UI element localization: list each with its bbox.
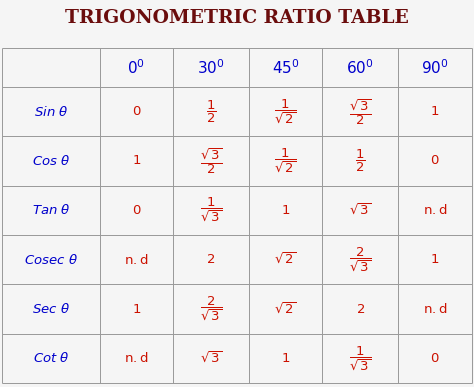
Text: $\mathit{Cosec}\ \theta$: $\mathit{Cosec}\ \theta$ [24, 253, 78, 267]
Text: $\dfrac{1}{\sqrt{3}}$: $\dfrac{1}{\sqrt{3}}$ [200, 196, 222, 224]
Text: $\mathit{Tan}\ \theta$: $\mathit{Tan}\ \theta$ [32, 203, 70, 217]
Text: $\sqrt{2}$: $\sqrt{2}$ [274, 252, 297, 267]
Text: $\mathit{Cot}\ \theta$: $\mathit{Cot}\ \theta$ [33, 351, 69, 365]
Text: $\mathrm{n.d}$: $\mathrm{n.d}$ [124, 351, 148, 365]
Text: TRIGONOMETRIC RATIO TABLE: TRIGONOMETRIC RATIO TABLE [65, 9, 409, 27]
Text: $\mathit{Sec}\ \theta$: $\mathit{Sec}\ \theta$ [32, 302, 70, 316]
Text: $0$: $0$ [430, 352, 440, 365]
Text: $0^0$: $0^0$ [128, 58, 145, 77]
Text: $60^0$: $60^0$ [346, 58, 374, 77]
Text: $\dfrac{1}{\sqrt{2}}$: $\dfrac{1}{\sqrt{2}}$ [274, 98, 297, 126]
Text: $\sqrt{3}$: $\sqrt{3}$ [200, 351, 222, 366]
Text: $2$: $2$ [206, 253, 216, 266]
Text: $\mathit{Cos}\ \theta$: $\mathit{Cos}\ \theta$ [32, 154, 70, 168]
Text: $1$: $1$ [132, 154, 141, 168]
Text: $0$: $0$ [131, 204, 141, 217]
Text: $30^0$: $30^0$ [197, 58, 225, 77]
Text: $0$: $0$ [131, 105, 141, 118]
Text: $90^0$: $90^0$ [421, 58, 449, 77]
Text: $\mathrm{n.d}$: $\mathrm{n.d}$ [423, 203, 447, 217]
Text: $1$: $1$ [430, 105, 439, 118]
Text: $\dfrac{1}{2}$: $\dfrac{1}{2}$ [355, 148, 365, 174]
Text: $1$: $1$ [430, 253, 439, 266]
Text: $45^0$: $45^0$ [272, 58, 300, 77]
Text: $\mathrm{n.d}$: $\mathrm{n.d}$ [423, 302, 447, 316]
Text: $\dfrac{\sqrt{3}}{2}$: $\dfrac{\sqrt{3}}{2}$ [200, 146, 222, 176]
Text: $0$: $0$ [430, 154, 440, 168]
Text: $\mathit{Sin}\ \theta$: $\mathit{Sin}\ \theta$ [34, 104, 68, 118]
Text: $1$: $1$ [281, 204, 290, 217]
Text: $\dfrac{2}{\sqrt{3}}$: $\dfrac{2}{\sqrt{3}}$ [349, 245, 371, 274]
Text: $\sqrt{2}$: $\sqrt{2}$ [274, 301, 297, 317]
Text: $\dfrac{1}{\sqrt{2}}$: $\dfrac{1}{\sqrt{2}}$ [274, 147, 297, 175]
Text: $2$: $2$ [356, 303, 365, 315]
Text: $\mathrm{n.d}$: $\mathrm{n.d}$ [124, 253, 148, 267]
Text: $\dfrac{1}{2}$: $\dfrac{1}{2}$ [206, 99, 216, 125]
Text: $1$: $1$ [281, 352, 290, 365]
Text: $\dfrac{\sqrt{3}}{2}$: $\dfrac{\sqrt{3}}{2}$ [349, 97, 371, 127]
Text: $\sqrt{3}$: $\sqrt{3}$ [349, 203, 371, 218]
Text: $\dfrac{2}{\sqrt{3}}$: $\dfrac{2}{\sqrt{3}}$ [200, 295, 222, 323]
Text: $1$: $1$ [132, 303, 141, 315]
Text: $\dfrac{1}{\sqrt{3}}$: $\dfrac{1}{\sqrt{3}}$ [349, 344, 371, 373]
